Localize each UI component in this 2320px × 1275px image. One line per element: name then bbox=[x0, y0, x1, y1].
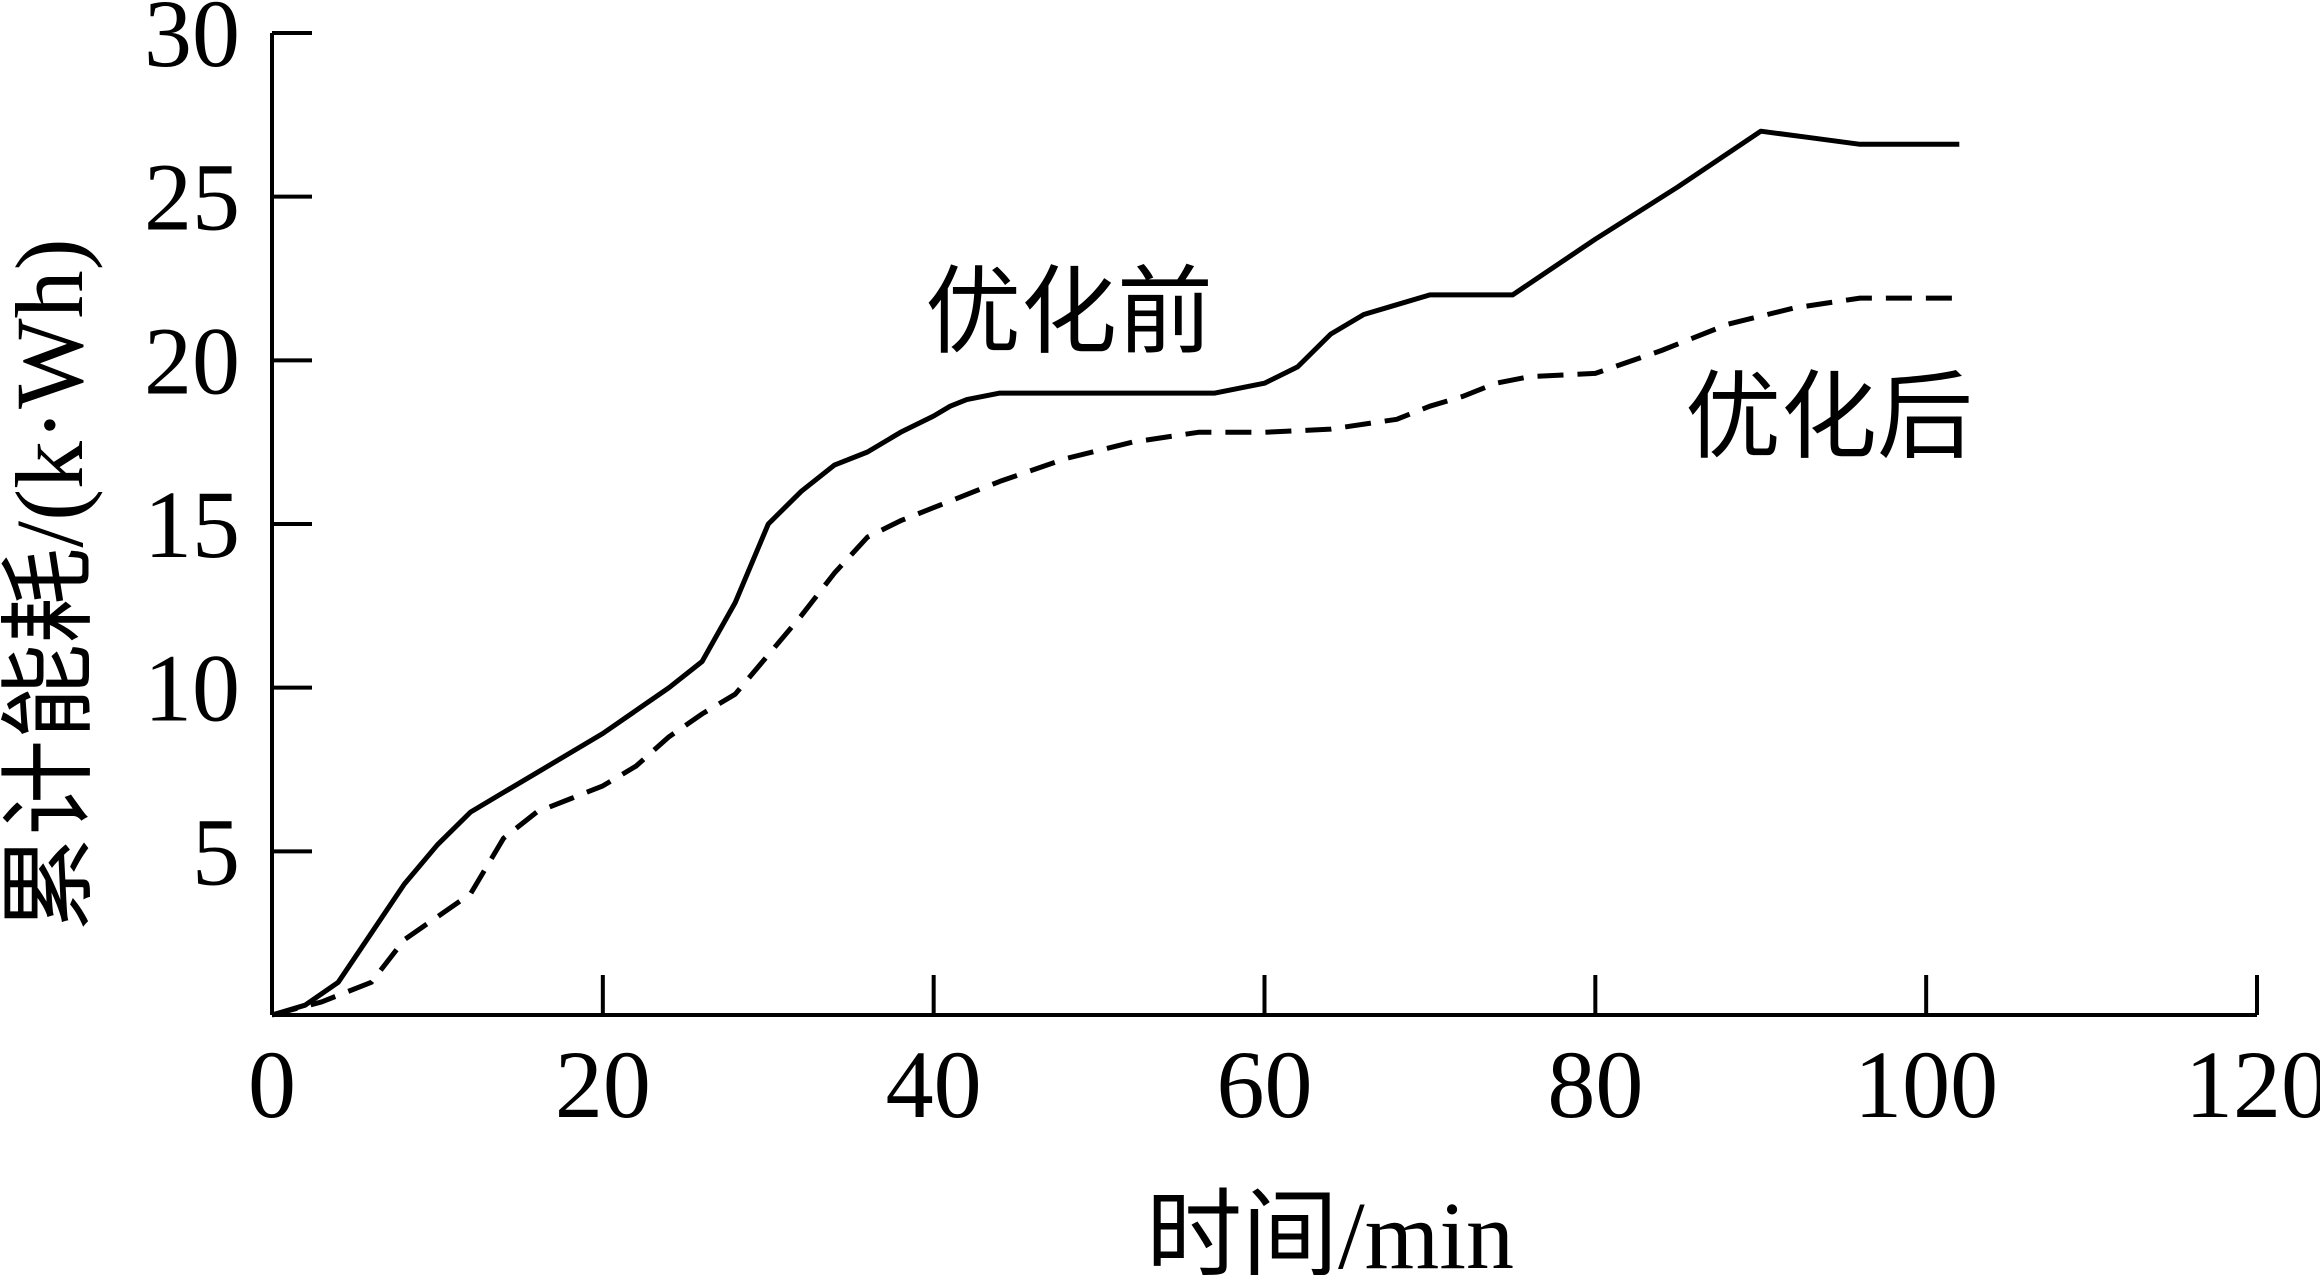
x-tick-label: 40 bbox=[886, 1031, 982, 1138]
x-axis-title: 时间/min bbox=[1146, 1182, 1514, 1275]
y-tick-label: 30 bbox=[144, 0, 240, 87]
plot-area bbox=[271, 128, 1960, 1018]
x-tick-label: 80 bbox=[1547, 1031, 1643, 1138]
axes: 0 20 40 60 80 100 120 5 10 15 20 25 30 bbox=[144, 0, 2320, 1138]
x-tick-label: 100 bbox=[1854, 1031, 1998, 1138]
x-tick-label: 60 bbox=[1217, 1031, 1313, 1138]
labels: 时间/min 累计能耗/(k·Wh) 优化前 优化后 bbox=[0, 238, 1973, 1275]
y-tick-label: 5 bbox=[192, 798, 240, 905]
x-tick-label: 20 bbox=[555, 1031, 651, 1138]
y-axis-title: 累计能耗/(k·Wh) bbox=[0, 238, 103, 931]
y-tick-label: 10 bbox=[144, 635, 240, 742]
x-tick-label: 0 bbox=[248, 1031, 296, 1138]
series-line-after bbox=[271, 295, 1960, 1018]
series-line-before bbox=[271, 128, 1960, 1018]
x-tick-label: 120 bbox=[2185, 1031, 2320, 1138]
y-tick-label: 25 bbox=[144, 144, 240, 251]
series-label-before: 优化前 bbox=[925, 256, 1213, 368]
y-tick-label: 15 bbox=[144, 471, 240, 578]
series-label-after: 优化后 bbox=[1685, 361, 1973, 473]
y-tick-label: 20 bbox=[144, 307, 240, 414]
